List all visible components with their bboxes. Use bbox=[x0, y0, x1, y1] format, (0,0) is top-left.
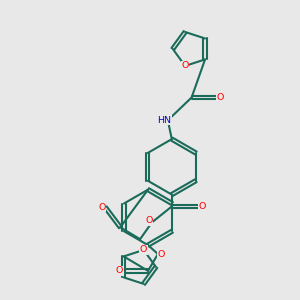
Text: O: O bbox=[145, 216, 153, 225]
Text: HN: HN bbox=[157, 116, 171, 125]
Text: O: O bbox=[217, 93, 224, 102]
Text: O: O bbox=[116, 266, 123, 275]
Text: O: O bbox=[182, 61, 189, 70]
Text: O: O bbox=[199, 202, 206, 211]
Text: O: O bbox=[158, 250, 165, 259]
Text: O: O bbox=[98, 203, 106, 212]
Text: O: O bbox=[140, 245, 147, 254]
